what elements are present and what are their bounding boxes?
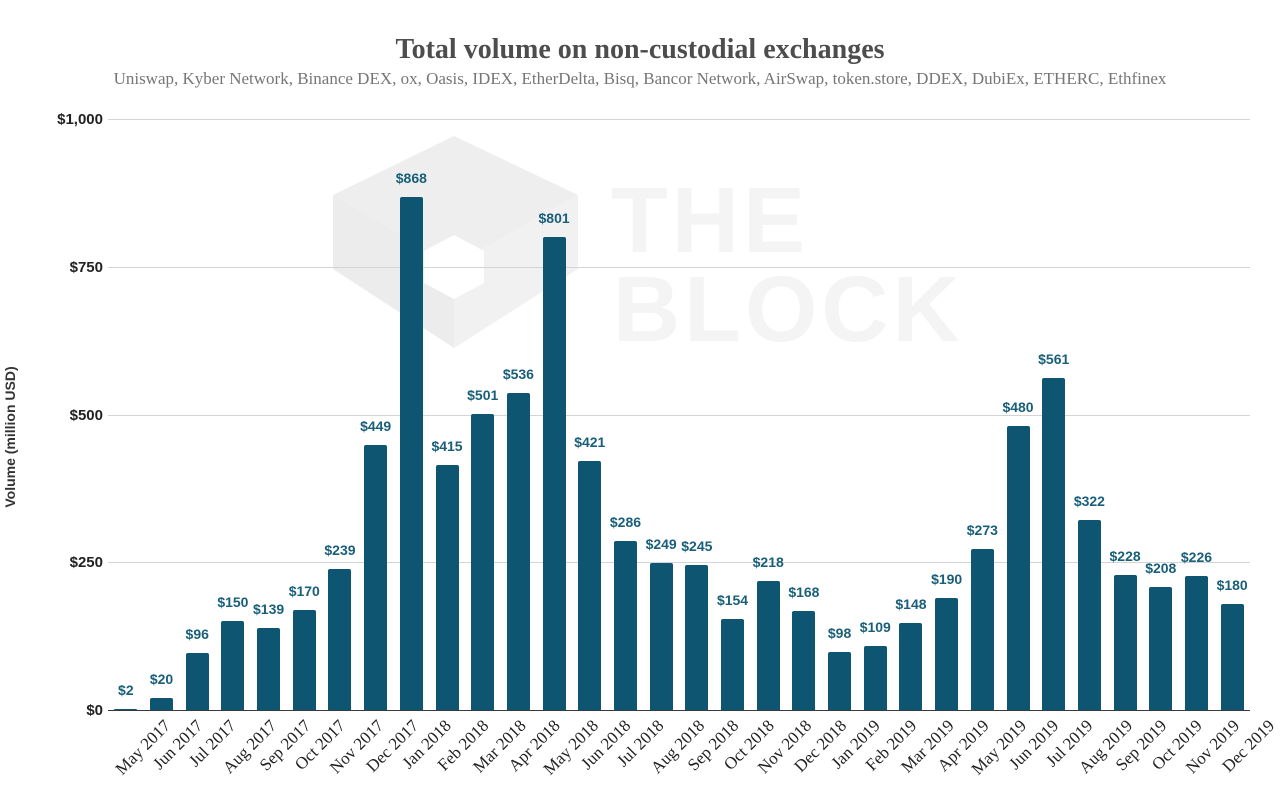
svg-text:THE: THE <box>611 168 809 272</box>
svg-text:BLOCK: BLOCK <box>613 257 964 361</box>
